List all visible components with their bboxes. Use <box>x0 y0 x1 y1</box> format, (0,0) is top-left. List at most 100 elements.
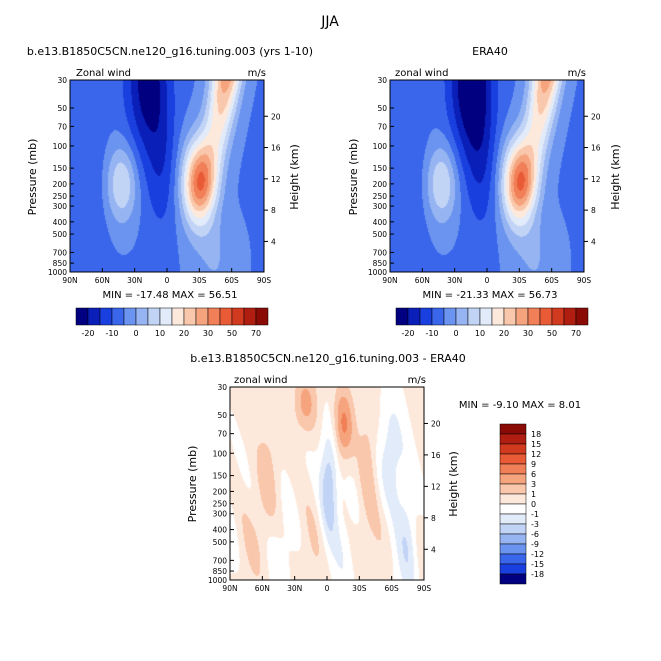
y-tick-label: 850 <box>53 259 68 268</box>
y-tick-label: 700 <box>373 248 388 257</box>
y-tick-label: 400 <box>213 526 228 535</box>
x-tick-label: 90N <box>222 584 237 593</box>
colorbar-label: -6 <box>531 530 539 539</box>
x-tick-label: 90S <box>257 276 272 285</box>
y-tick-label: 200 <box>213 487 228 496</box>
x-tick-label: 30N <box>127 276 142 285</box>
colorbar-swatch <box>75 307 89 326</box>
y2-tick-label: 4 <box>591 237 596 246</box>
colorbar-label: -9 <box>531 540 539 549</box>
y2-tick-label: 20 <box>431 419 441 428</box>
colorbar-swatch <box>419 307 433 326</box>
x-tick-label: 60S <box>385 584 400 593</box>
x-tick-label: 90S <box>577 276 592 285</box>
y-tick-label: 30 <box>377 76 387 85</box>
colorbar-swatch <box>551 307 565 326</box>
y-tick-label: 70 <box>377 122 387 131</box>
panel-ylabel: Pressure (mb) <box>26 139 39 216</box>
y-tick-label: 70 <box>57 122 67 131</box>
y-tick-label: 700 <box>213 556 228 565</box>
y-tick-label: 850 <box>373 259 388 268</box>
y-tick-label: 1000 <box>208 576 227 585</box>
colorbar-label: 0 <box>453 329 458 338</box>
colorbar-swatch <box>207 307 221 326</box>
panel-variable-label: Zonal wind <box>76 68 131 79</box>
colorbar-swatch <box>255 307 269 326</box>
y-tick-label: 100 <box>213 449 228 458</box>
colorbar-label: -12 <box>531 550 544 559</box>
colorbar-label: 30 <box>203 329 213 338</box>
colorbar-swatch <box>503 307 517 326</box>
colorbar-swatch <box>515 307 529 326</box>
y2-tick-label: 4 <box>271 237 276 246</box>
colorbar-swatch <box>499 513 527 525</box>
colorbar-swatch <box>407 307 421 326</box>
y-tick-label: 250 <box>373 192 388 201</box>
y2-tick-label: 12 <box>591 175 601 184</box>
colorbar-swatch <box>499 573 527 585</box>
y-tick-label: 100 <box>373 142 388 151</box>
colorbar-swatch <box>431 307 445 326</box>
x-tick-label: 90N <box>62 276 77 285</box>
x-tick-label: 60S <box>225 276 240 285</box>
colorbar-swatch <box>499 453 527 465</box>
x-tick-label: 60N <box>415 276 430 285</box>
colorbar-label: 10 <box>155 329 165 338</box>
colorbar-swatch <box>563 307 577 326</box>
colorbar-swatch <box>111 307 125 326</box>
colorbar-label: 12 <box>531 450 541 459</box>
colorbar-label: -20 <box>81 329 94 338</box>
x-tick-label: 30N <box>287 584 302 593</box>
colorbar-swatch <box>467 307 481 326</box>
y2-tick-label: 12 <box>431 482 441 491</box>
colorbar-swatch <box>499 493 527 505</box>
x-tick-label: 0 <box>325 584 330 593</box>
colorbar-swatch <box>499 553 527 565</box>
colorbar-swatch <box>99 307 113 326</box>
y-tick-label: 300 <box>373 202 388 211</box>
colorbar-label: 9 <box>531 460 536 469</box>
colorbar-swatch <box>499 473 527 485</box>
colorbar-label: 0 <box>531 500 536 509</box>
panel-title: b.e13.B1850C5CN.ne120_g16.tuning.003 (yr… <box>27 45 313 58</box>
colorbar-label: -10 <box>105 329 118 338</box>
y-tick-label: 250 <box>53 192 68 201</box>
x-tick-label: 90N <box>382 276 397 285</box>
y2-tick-label: 20 <box>271 112 281 121</box>
colorbar-label: -20 <box>401 329 414 338</box>
colorbar-label: -18 <box>531 570 544 579</box>
x-tick-label: 60S <box>545 276 560 285</box>
y-tick-label: 70 <box>217 430 227 439</box>
colorbar-swatch <box>219 307 233 326</box>
x-tick-label: 30S <box>512 276 527 285</box>
panel-units-label: m/s <box>408 375 426 386</box>
colorbar-swatch <box>123 307 137 326</box>
colorbar-label: 70 <box>251 329 261 338</box>
colorbar-swatch <box>135 307 149 326</box>
y2-tick-label: 20 <box>591 112 601 121</box>
colorbar-label: 70 <box>571 329 581 338</box>
panel-y2label: Height (km) <box>447 451 460 517</box>
y-tick-label: 1000 <box>48 268 67 277</box>
y2-tick-label: 16 <box>271 144 281 153</box>
colorbar-swatch <box>147 307 161 326</box>
panel-title: ERA40 <box>472 45 508 58</box>
x-tick-label: 0 <box>165 276 170 285</box>
y-tick-label: 250 <box>213 500 228 509</box>
y-tick-label: 850 <box>213 567 228 576</box>
y-tick-label: 200 <box>373 180 388 189</box>
colorbar-label: -10 <box>425 329 438 338</box>
colorbar-swatch <box>499 423 527 435</box>
colorbar-swatch <box>455 307 469 326</box>
y-tick-label: 150 <box>213 472 228 481</box>
panel-units-label: m/s <box>568 68 586 79</box>
x-tick-label: 30S <box>352 584 367 593</box>
colorbar-label: 30 <box>523 329 533 338</box>
colorbar-swatch <box>395 307 409 326</box>
colorbar-swatch <box>231 307 245 326</box>
panel-units-label: m/s <box>248 68 266 79</box>
colorbar-label: 1 <box>531 490 536 499</box>
colorbar-swatch <box>499 503 527 515</box>
y-tick-label: 200 <box>53 180 68 189</box>
